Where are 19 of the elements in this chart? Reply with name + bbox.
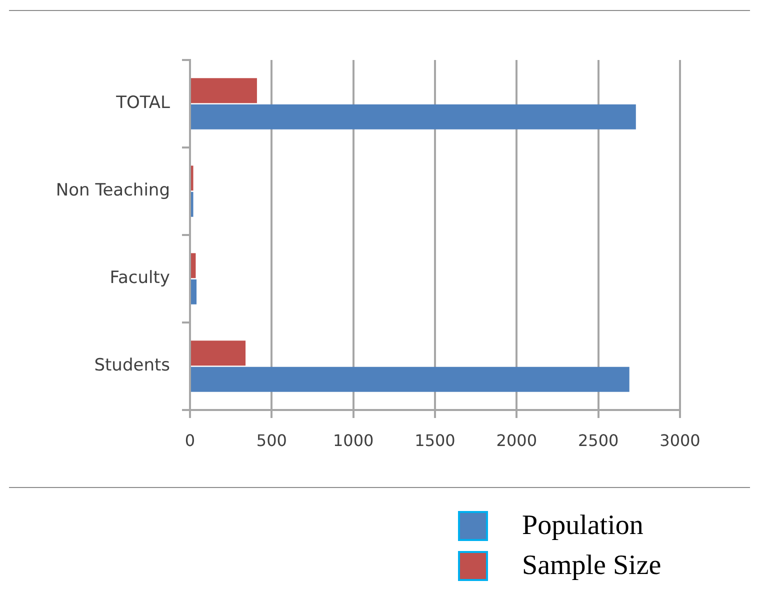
x-tick-label: 1500 <box>414 430 456 450</box>
bar <box>191 78 257 104</box>
x-tick-label: 3000 <box>660 430 700 450</box>
bar <box>191 366 630 392</box>
y-tick-label: TOTAL <box>115 93 171 114</box>
x-tick-label: 2500 <box>578 430 619 450</box>
x-tick-label: 2000 <box>496 430 538 450</box>
y-tick-label: Faculty <box>110 268 170 288</box>
x-tick-label: 0 <box>184 430 196 450</box>
bar <box>191 279 197 304</box>
legend-label: Sample Size <box>522 549 662 583</box>
y-tick-label: Students <box>94 356 170 376</box>
legend-label: Population <box>522 509 644 543</box>
x-tick-label: 500 <box>256 430 287 450</box>
y-tick-label: Non Teaching <box>56 180 170 201</box>
bar <box>191 104 636 130</box>
bar <box>191 253 196 278</box>
x-tick-label: 1000 <box>332 430 374 450</box>
bar <box>191 340 246 366</box>
